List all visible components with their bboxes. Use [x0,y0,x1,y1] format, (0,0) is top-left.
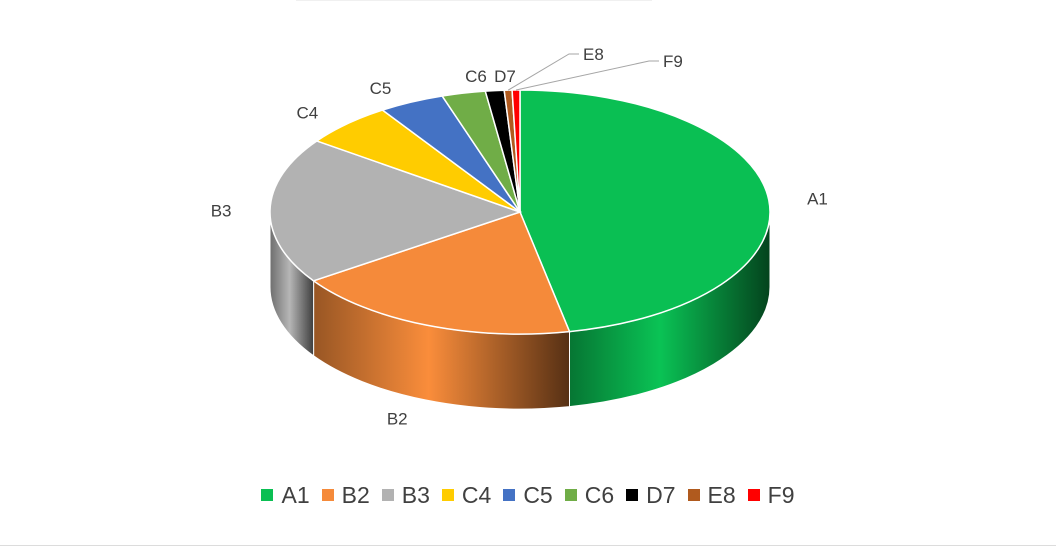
legend-swatch [626,489,639,501]
legend-item-d7: D7 [626,481,676,509]
pie-slice-a1 [519,89,771,333]
data-label-c5: C5 [370,79,392,98]
legend-label: C6 [584,481,615,508]
legend-label: A1 [281,481,310,508]
legend-item-c4: C4 [441,481,492,509]
top-strip [296,0,652,1]
bottom-rule [0,545,1056,546]
data-label-d7: D7 [494,67,516,86]
legend: A1 B2 B3 C4 C5 C6 D7 E8 F9 [0,479,1056,511]
leader-line-f9 [515,60,659,91]
data-label-c6: C6 [465,67,487,86]
legend-label: D7 [646,481,676,508]
data-label-e8: E8 [583,45,604,64]
legend-item-b3: B3 [381,481,430,509]
data-labels: A1 B2 B3 C4 C5 C6 D7 E8 F9 [211,45,828,429]
leader-line-e8 [507,53,579,91]
legend-swatch [564,489,577,501]
legend-item-c6: C6 [564,481,615,509]
legend-label: E8 [707,481,736,508]
legend-label: C5 [523,481,553,508]
legend-item-c5: C5 [503,481,553,509]
pie-slice-b2 [311,211,571,335]
data-label-a1: A1 [807,189,828,208]
legend-swatch [381,489,394,501]
legend-swatch [321,489,334,501]
legend-label: F9 [767,481,795,508]
data-label-b3: B3 [211,201,232,220]
pie-slice-b3 [269,140,523,282]
legend-label: C4 [461,481,492,508]
legend-swatch [441,489,454,501]
legend-label: B3 [401,481,430,508]
legend-swatch [747,489,760,501]
legend-swatch [261,489,274,501]
pie-top-faces [269,89,771,335]
data-label-b2: B2 [387,410,408,429]
legend-item-a1: A1 [261,481,310,509]
data-label-f9: F9 [663,52,683,71]
legend-item-f9: F9 [747,481,795,509]
legend-swatch [687,489,700,501]
legend-item-b2: B2 [321,481,370,509]
legend-swatch [503,489,516,501]
leader-lines [507,53,659,91]
legend-label: B2 [341,481,370,508]
data-label-c4: C4 [296,104,318,123]
legend-item-e8: E8 [687,481,736,509]
